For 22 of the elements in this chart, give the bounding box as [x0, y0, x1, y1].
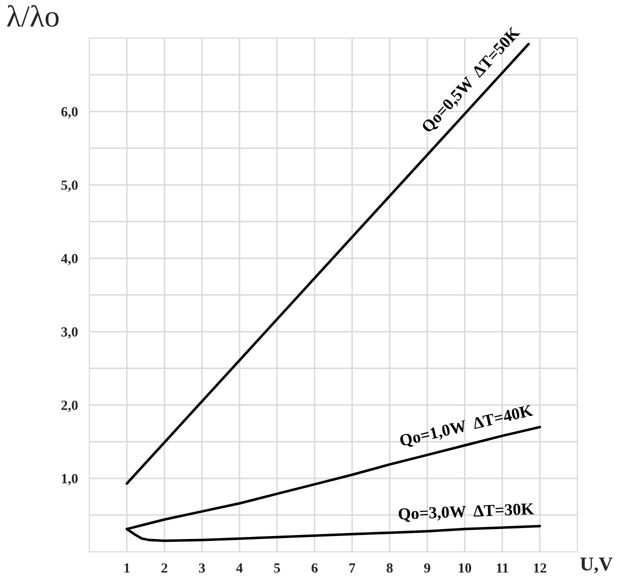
x-tick-label: 6: [312, 563, 318, 573]
y-tick-label: 1,0: [62, 474, 78, 486]
y-tick-label: 3,0: [61, 327, 78, 339]
x-tick-label: 12: [534, 563, 546, 573]
x-tick-label: 8: [386, 563, 393, 573]
y-tick-label: 6,0: [61, 107, 78, 118]
y-tick-label: 2,0: [61, 400, 78, 412]
text: Qo=1,0W ΔT=40K: [399, 404, 534, 449]
x-tick-label: 7: [349, 563, 356, 573]
x-axis-title: U,V: [580, 558, 613, 574]
x-tick-label: 11: [496, 563, 508, 573]
x-tick-label: 9: [424, 563, 430, 573]
x-tick-label: 3: [199, 563, 205, 573]
y-axis-title: λ/λo: [7, 5, 59, 27]
x-tick-label: 4: [236, 563, 243, 573]
x-tick-label: 5: [274, 563, 280, 573]
y-tick-label: 5,0: [61, 180, 78, 192]
x-tick-label: 1: [124, 563, 130, 573]
x-tick-label: 2: [162, 563, 168, 573]
y-tick-label: 4,0: [61, 254, 78, 266]
series-label: Qo=3,0W ΔT=30K: [398, 503, 534, 522]
x-tick-label: 10: [458, 563, 472, 573]
